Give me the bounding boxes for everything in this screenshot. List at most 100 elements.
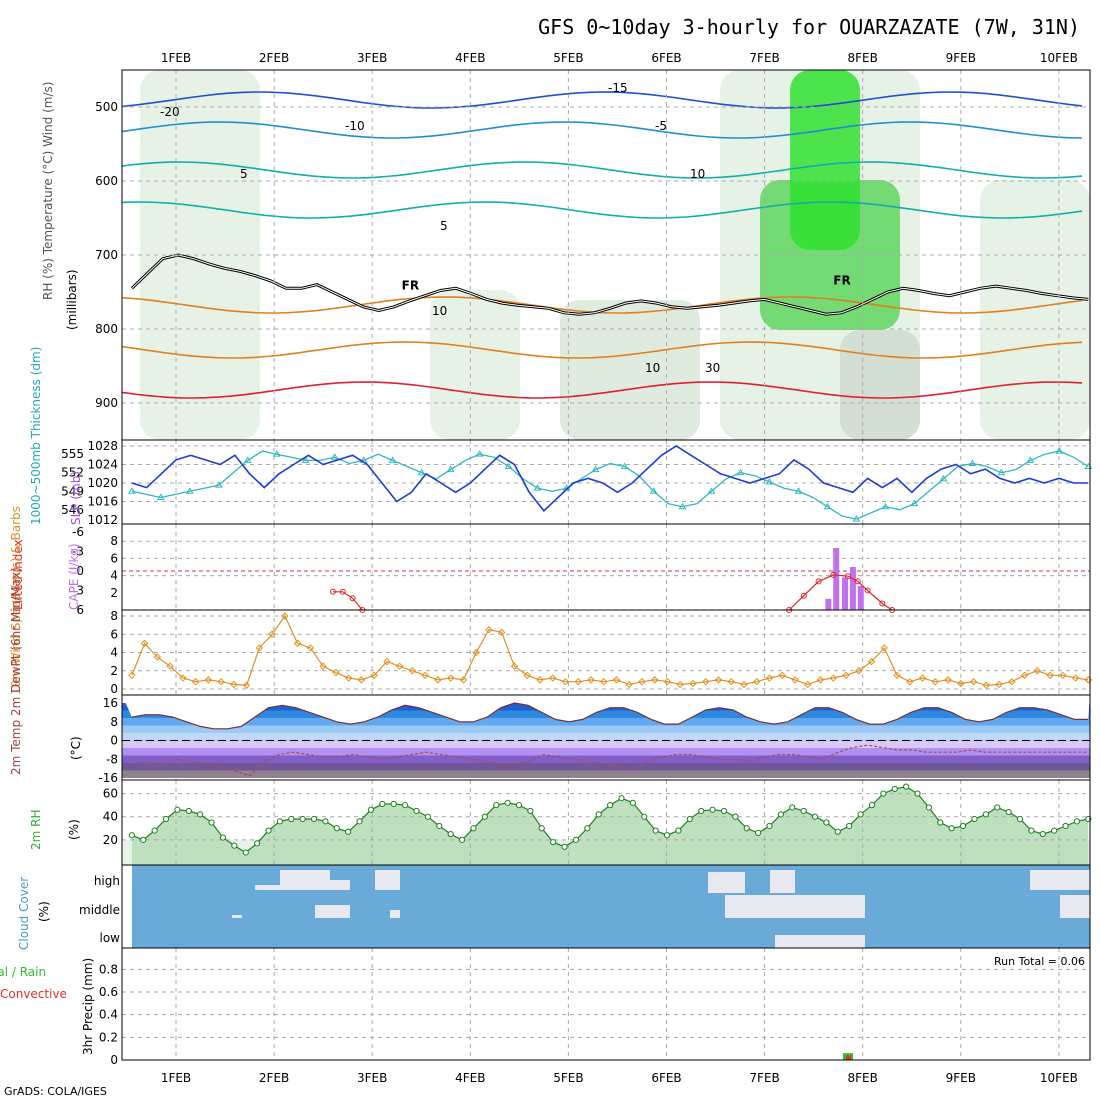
upper-air-ylabel2: (millibars) xyxy=(65,269,79,330)
lifted-index-ytick: 0 xyxy=(76,564,84,578)
cloud-level-label: high xyxy=(94,874,120,888)
top-date-label: 3FEB xyxy=(357,51,387,65)
wind-speed-marker xyxy=(242,681,251,690)
temp2m-ytick: 16 xyxy=(103,696,118,710)
slp-ylabel: SLP (mb) xyxy=(69,471,83,525)
rh-marker xyxy=(834,828,841,835)
rh-marker xyxy=(322,818,329,825)
wind-speed-marker xyxy=(230,680,238,689)
bottom-date-label: 4FEB xyxy=(455,1071,485,1085)
rh-marker xyxy=(1005,808,1012,816)
wind-speed-marker xyxy=(880,644,888,652)
wind-speed-marker xyxy=(383,657,391,666)
thickness-marker xyxy=(881,502,890,510)
rh-marker xyxy=(777,811,784,818)
rh-marker xyxy=(903,783,910,790)
lifted-index-marker xyxy=(864,587,871,594)
precip-ytick: 0.8 xyxy=(99,962,118,976)
cloud-block-9 xyxy=(725,895,865,918)
wind-speed-marker xyxy=(906,677,914,686)
lifted-index-line-1 xyxy=(788,574,893,611)
lifted-index-ytick: 3 xyxy=(76,584,84,598)
wind-speed-marker xyxy=(255,644,264,652)
top-date-label: 6FEB xyxy=(651,51,681,65)
thickness-line xyxy=(131,450,1089,520)
upper-air-ylabel: RH (%) Temperature (°C) Wind (m/s) xyxy=(41,82,55,300)
rh-marker xyxy=(231,842,238,849)
wind-speed-marker xyxy=(344,674,353,682)
temp-band-2 xyxy=(122,718,1090,726)
rh-marker xyxy=(174,806,181,813)
thickness-marker xyxy=(997,468,1006,476)
temp2m-ytick: 8 xyxy=(110,715,118,729)
wind-speed-marker xyxy=(753,677,761,686)
axis-titles: RH (%) Temperature (°C) Wind (m/s) (mill… xyxy=(0,82,1085,1055)
slp-line xyxy=(131,445,1089,512)
wind-speed-marker xyxy=(727,677,735,686)
thickness-marker xyxy=(591,465,600,473)
slp-ytick: 1012 xyxy=(87,513,118,527)
cape-bar xyxy=(849,567,856,610)
wind-speed-marker xyxy=(548,674,557,682)
lifted-index-marker xyxy=(329,588,336,595)
rh-marker xyxy=(1028,827,1035,834)
rh-marker xyxy=(527,807,534,815)
rh-marker xyxy=(868,802,876,809)
contour-label-1: -15 xyxy=(608,81,628,95)
cape-bar xyxy=(825,598,832,610)
wind-speed-marker xyxy=(434,676,442,684)
cloud-block-10 xyxy=(775,935,865,948)
rh-marker xyxy=(1062,822,1069,830)
cloud-block-8 xyxy=(770,870,795,893)
cloud-ylabel: Cloud Cover xyxy=(17,877,31,950)
rh-marker xyxy=(971,815,978,823)
rh-marker xyxy=(128,832,135,839)
rh-marker xyxy=(208,819,215,826)
wind-speed-marker xyxy=(689,679,697,688)
top-date-label: 5FEB xyxy=(553,51,583,65)
wind-speed-marker xyxy=(816,676,825,684)
rh-shade-5 xyxy=(790,70,860,250)
rh-marker xyxy=(379,800,386,808)
wind-speed-marker xyxy=(1084,676,1093,684)
temp-band-9 xyxy=(122,770,1090,778)
cloud-background xyxy=(132,865,1090,948)
wind-speed-marker xyxy=(357,676,366,684)
bottom-date-label: 3FEB xyxy=(357,1071,387,1085)
wind10m-ytick: 4 xyxy=(110,646,118,660)
top-date-label: 2FEB xyxy=(259,51,289,65)
rh-marker xyxy=(811,813,819,820)
wind-speed-marker xyxy=(600,677,608,686)
contour-label-0: -20 xyxy=(160,105,180,119)
wind-speed-marker xyxy=(1008,677,1016,686)
wind-speed-marker xyxy=(191,677,200,686)
rh-marker xyxy=(629,799,636,806)
chart-title: GFS 0~10day 3-hourly for OUARZAZATE (7W,… xyxy=(538,15,1080,39)
top-date-label: 10FEB xyxy=(1040,51,1078,65)
precip-ytick: 0.2 xyxy=(99,1030,118,1044)
rh2m-unit: (%) xyxy=(67,819,81,840)
precip-ylabel-total: Total / Rain xyxy=(0,965,46,979)
isotherm-line-0 xyxy=(121,91,1083,109)
wind-speed-marker xyxy=(293,639,302,648)
precip-ytick: 0 xyxy=(110,1053,118,1067)
thickness-marker xyxy=(388,456,397,463)
rh-marker xyxy=(413,807,420,815)
bottom-date-label: 6FEB xyxy=(651,1071,681,1085)
lifted-index-marker xyxy=(879,600,886,607)
rh-marker xyxy=(538,825,545,832)
wind-speed-marker xyxy=(179,674,187,682)
thickness-marker xyxy=(504,462,513,470)
thickness-marker xyxy=(794,487,803,494)
rh-marker xyxy=(493,802,500,809)
wind-speed-marker xyxy=(446,674,455,682)
wind-speed-marker xyxy=(217,677,225,686)
rh-marker xyxy=(686,815,693,823)
rh-marker xyxy=(162,815,170,823)
temp-band-4 xyxy=(122,733,1090,741)
lifted-index-ytick: -6 xyxy=(72,525,84,539)
rh-marker xyxy=(185,807,192,815)
rh2m-ytick: 60 xyxy=(103,787,118,801)
cloud-block-12 xyxy=(1060,895,1090,918)
thickness-marker xyxy=(330,453,339,460)
